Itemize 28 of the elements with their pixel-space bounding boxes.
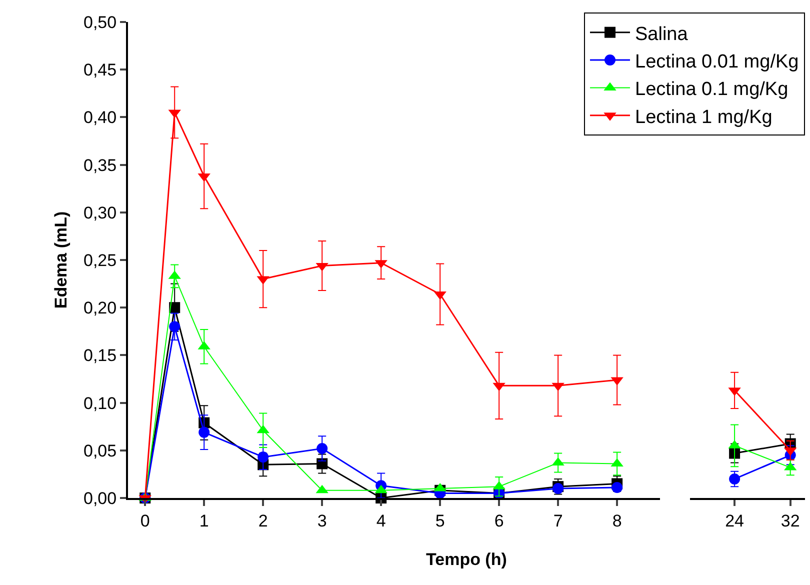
x-tick-label: 4 bbox=[376, 511, 386, 530]
legend-label: Lectina 1 mg/Kg bbox=[635, 106, 772, 128]
x-tick-label: 7 bbox=[553, 511, 563, 530]
y-tick-label: 0,25 bbox=[84, 250, 117, 270]
x-tick-label: 5 bbox=[435, 511, 445, 530]
x-tick-label: 3 bbox=[317, 511, 327, 530]
y-tick-label: 0,50 bbox=[84, 12, 117, 32]
x-tick-label: 0 bbox=[140, 511, 150, 530]
legend-label: Salina bbox=[635, 24, 688, 45]
x-tick-label: 1 bbox=[199, 511, 209, 530]
y-tick-label: 0,05 bbox=[84, 441, 117, 460]
x-tick-label: 2 bbox=[258, 511, 268, 530]
y-tick-label: 0,15 bbox=[84, 346, 117, 366]
y-tick-label: 0,20 bbox=[84, 298, 117, 318]
y-tick-label: 0,00 bbox=[84, 488, 117, 508]
y-tick-label: 0,40 bbox=[84, 108, 117, 128]
x-tick-label: 8 bbox=[612, 511, 622, 530]
y-tick-label: 0,45 bbox=[84, 60, 117, 80]
y-tick-label: 0,10 bbox=[84, 394, 117, 413]
y-tick-label: 0,35 bbox=[84, 156, 117, 175]
x-tick-label: 32 bbox=[780, 511, 800, 530]
legend-label: Lectina 0.01 mg/Kg bbox=[635, 51, 799, 72]
legend-label: Lectina 0.1 mg/Kg bbox=[635, 79, 788, 100]
y-tick-label: 0,30 bbox=[84, 203, 117, 222]
y-axis-title: Edema (mL) bbox=[52, 211, 71, 309]
x-tick-label: 24 bbox=[725, 511, 744, 530]
x-tick-label: 6 bbox=[494, 511, 504, 530]
x-axis-title: Tempo (h) bbox=[426, 550, 507, 569]
